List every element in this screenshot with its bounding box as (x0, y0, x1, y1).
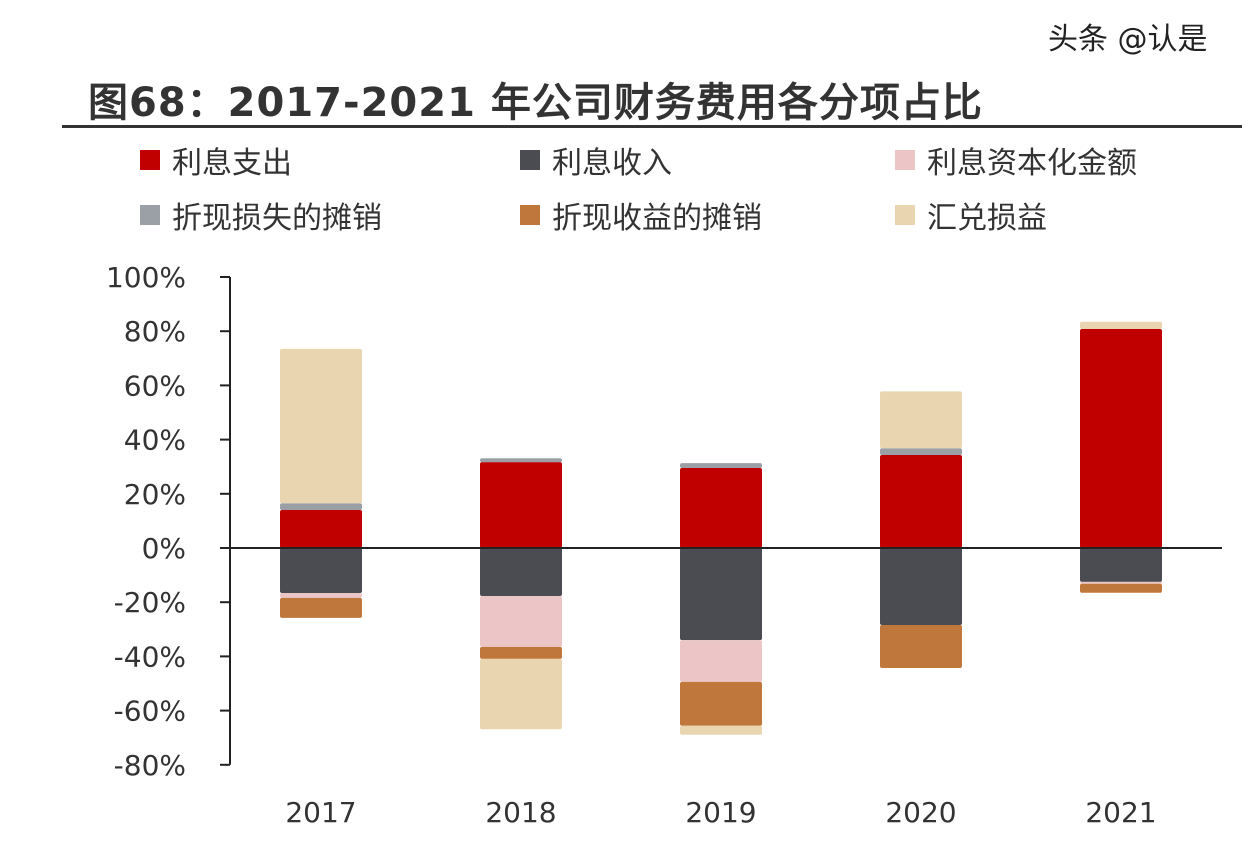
bar-segment (1080, 321, 1162, 330)
x-tick-label: 2017 (285, 796, 356, 829)
bar-segment (1080, 583, 1162, 593)
bar-segment (280, 597, 362, 618)
y-tick-label: 80% (124, 315, 186, 348)
y-tick-label: -40% (114, 640, 186, 673)
y-tick-label: 0% (142, 532, 186, 565)
bar-segment (280, 510, 362, 548)
bar-segment (1080, 548, 1162, 582)
bar-segment (280, 503, 362, 511)
bar-segment (680, 548, 762, 641)
legend-item: 折现收益的摊销 (520, 193, 762, 237)
y-tick-label: -20% (114, 586, 186, 619)
bar-segment (280, 592, 362, 598)
legend-label: 利息收入 (552, 146, 672, 181)
legend-item: 汇兑损益 (895, 193, 1047, 237)
bar-segment (680, 468, 762, 548)
x-tick-label: 2018 (485, 796, 556, 829)
legend-label: 利息资本化金额 (927, 146, 1137, 181)
y-tick-label: 100% (106, 261, 186, 294)
y-tick-label: 40% (124, 424, 186, 457)
legend-item: 利息支出 (140, 138, 292, 182)
legend-swatch (520, 205, 540, 225)
bar-segment (480, 646, 562, 659)
legend-item: 利息收入 (520, 138, 672, 182)
legend-item: 利息资本化金额 (895, 138, 1137, 182)
bar-segment (1080, 581, 1162, 584)
legend-swatch (520, 150, 540, 170)
legend-swatch (895, 205, 915, 225)
bar-segment (680, 681, 762, 726)
bar-segment (280, 548, 362, 593)
legend-swatch (140, 205, 160, 225)
legend-swatch (140, 150, 160, 170)
watermark: 头条 @认是 (1048, 22, 1208, 57)
legend-item: 折现损失的摊销 (140, 193, 382, 237)
bar-segment (680, 725, 762, 735)
x-tick-label: 2021 (1085, 796, 1156, 829)
bar-segment (680, 463, 762, 469)
bar-segment (880, 548, 962, 625)
y-tick-label: -80% (114, 749, 186, 782)
title-divider (62, 125, 1242, 128)
bar-segment (480, 658, 562, 730)
legend-label: 折现损失的摊销 (172, 201, 382, 236)
bar-segment (1080, 329, 1162, 548)
legend-label: 折现收益的摊销 (552, 201, 762, 236)
legend-label: 利息支出 (172, 146, 292, 181)
y-tick-label: 60% (124, 369, 186, 402)
bar-segment (280, 348, 362, 504)
x-tick-label: 2020 (885, 796, 956, 829)
x-tick-label: 2019 (685, 796, 756, 829)
y-tick-label: 20% (124, 478, 186, 511)
bar-segment (880, 624, 962, 669)
bar-segment (880, 455, 962, 548)
bar-segment (480, 458, 562, 463)
legend-swatch (895, 150, 915, 170)
y-tick-label: -60% (114, 695, 186, 728)
bar-segment (480, 595, 562, 647)
bar-segment (480, 462, 562, 548)
bar-segment (880, 391, 962, 449)
bar-segment (880, 448, 962, 456)
legend-label: 汇兑损益 (927, 201, 1047, 236)
chart-title: 图68：2017-2021 年公司财务费用各分项占比 (88, 80, 983, 126)
bar-segment (480, 548, 562, 596)
bar-segment (680, 640, 762, 682)
